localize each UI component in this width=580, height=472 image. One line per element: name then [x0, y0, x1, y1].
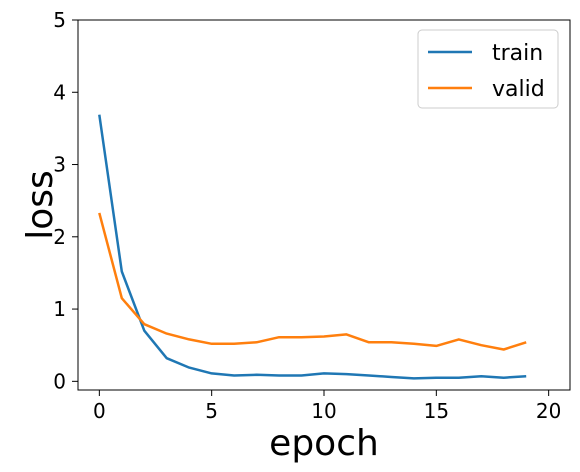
legend-label-valid: valid [492, 77, 545, 102]
x-tick-label: 5 [205, 399, 218, 423]
x-tick-label: 15 [424, 399, 449, 423]
y-tick-label: 5 [53, 8, 66, 32]
legend-label-train: train [492, 41, 543, 66]
series-layer [98, 114, 527, 380]
series-line-train [98, 114, 527, 380]
x-axis-label: epoch [269, 423, 379, 464]
y-tick-label: 2 [53, 225, 66, 249]
y-tick-label: 4 [53, 80, 66, 104]
y-tick-label: 1 [53, 297, 66, 321]
series-line-valid [98, 212, 527, 351]
y-tick-label: 3 [53, 153, 66, 177]
y-tick-label: 0 [53, 369, 66, 393]
x-tick-label: 0 [93, 399, 106, 423]
y-axis: 0 1 2 3 4 5 [53, 8, 78, 393]
y-axis-label: loss [20, 170, 61, 240]
x-tick-label: 20 [536, 399, 561, 423]
x-tick-label: 10 [311, 399, 336, 423]
x-axis: 0 5 10 15 20 [93, 390, 561, 423]
legend: train valid [417, 29, 559, 109]
